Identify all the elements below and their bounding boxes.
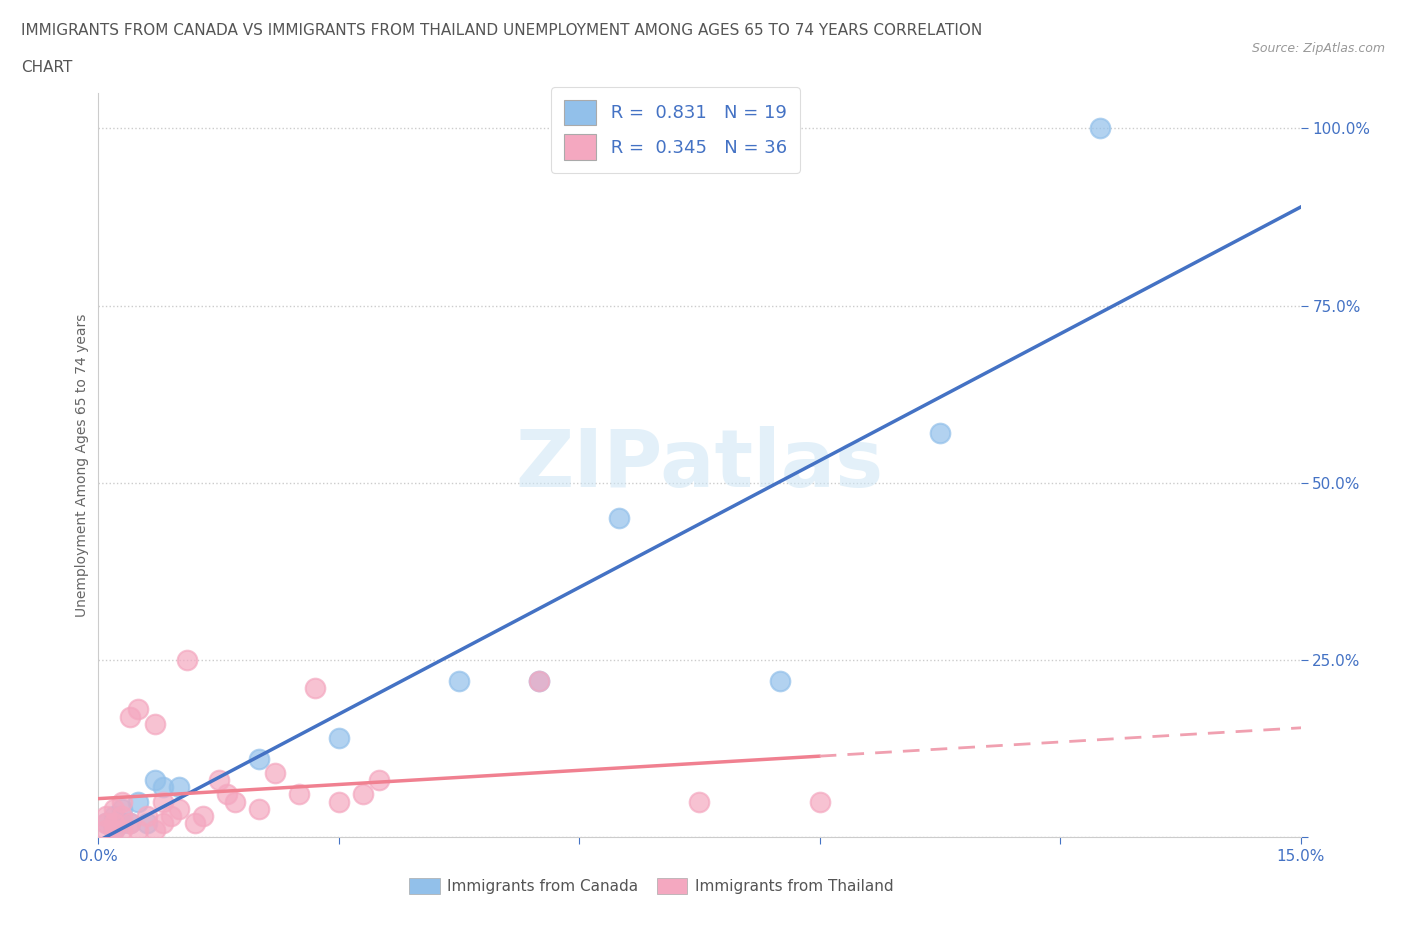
Point xyxy=(96,822,118,837)
Point xyxy=(247,802,270,817)
Point xyxy=(135,808,157,823)
Point xyxy=(191,808,214,823)
Point xyxy=(529,673,551,688)
Text: IMMIGRANTS FROM CANADA VS IMMIGRANTS FROM THAILAND UNEMPLOYMENT AMONG AGES 65 TO: IMMIGRANTS FROM CANADA VS IMMIGRANTS FRO… xyxy=(21,23,983,38)
Point xyxy=(247,751,270,766)
Point xyxy=(288,787,311,802)
Point xyxy=(111,802,134,817)
Point xyxy=(167,780,190,795)
Point xyxy=(96,816,118,830)
Point xyxy=(152,816,174,830)
Point xyxy=(808,794,831,809)
Point xyxy=(120,816,142,830)
Point xyxy=(143,773,166,788)
Point xyxy=(120,709,142,724)
Point xyxy=(368,773,391,788)
Point xyxy=(120,816,142,830)
Point xyxy=(111,816,134,830)
Point xyxy=(167,802,190,817)
Point xyxy=(143,716,166,731)
Point xyxy=(111,822,134,837)
Legend: Immigrants from Canada, Immigrants from Thailand: Immigrants from Canada, Immigrants from … xyxy=(404,871,900,900)
Point xyxy=(929,426,952,441)
Point xyxy=(152,794,174,809)
Point xyxy=(768,673,790,688)
Point xyxy=(263,765,285,780)
Point xyxy=(128,702,150,717)
Point xyxy=(103,808,125,823)
Point xyxy=(111,808,134,823)
Point xyxy=(152,780,174,795)
Text: ZIPatlas: ZIPatlas xyxy=(516,426,883,504)
Point xyxy=(111,794,134,809)
Point xyxy=(176,653,198,668)
Point xyxy=(159,808,181,823)
Point xyxy=(143,822,166,837)
Point xyxy=(96,816,118,830)
Text: CHART: CHART xyxy=(21,60,73,75)
Point xyxy=(103,822,125,837)
Point xyxy=(529,673,551,688)
Point xyxy=(208,773,231,788)
Point xyxy=(447,673,470,688)
Y-axis label: Unemployment Among Ages 65 to 74 years: Unemployment Among Ages 65 to 74 years xyxy=(75,313,89,617)
Point xyxy=(609,511,631,525)
Point xyxy=(688,794,710,809)
Point xyxy=(103,816,125,830)
Point xyxy=(103,802,125,817)
Point xyxy=(215,787,238,802)
Point xyxy=(96,808,118,823)
Point xyxy=(183,816,205,830)
Point xyxy=(128,822,150,837)
Point xyxy=(103,822,125,837)
Point xyxy=(128,794,150,809)
Point xyxy=(135,816,157,830)
Point xyxy=(1088,121,1111,136)
Point xyxy=(224,794,246,809)
Point xyxy=(328,730,350,745)
Text: Source: ZipAtlas.com: Source: ZipAtlas.com xyxy=(1251,42,1385,55)
Point xyxy=(352,787,374,802)
Point xyxy=(304,681,326,696)
Point xyxy=(328,794,350,809)
